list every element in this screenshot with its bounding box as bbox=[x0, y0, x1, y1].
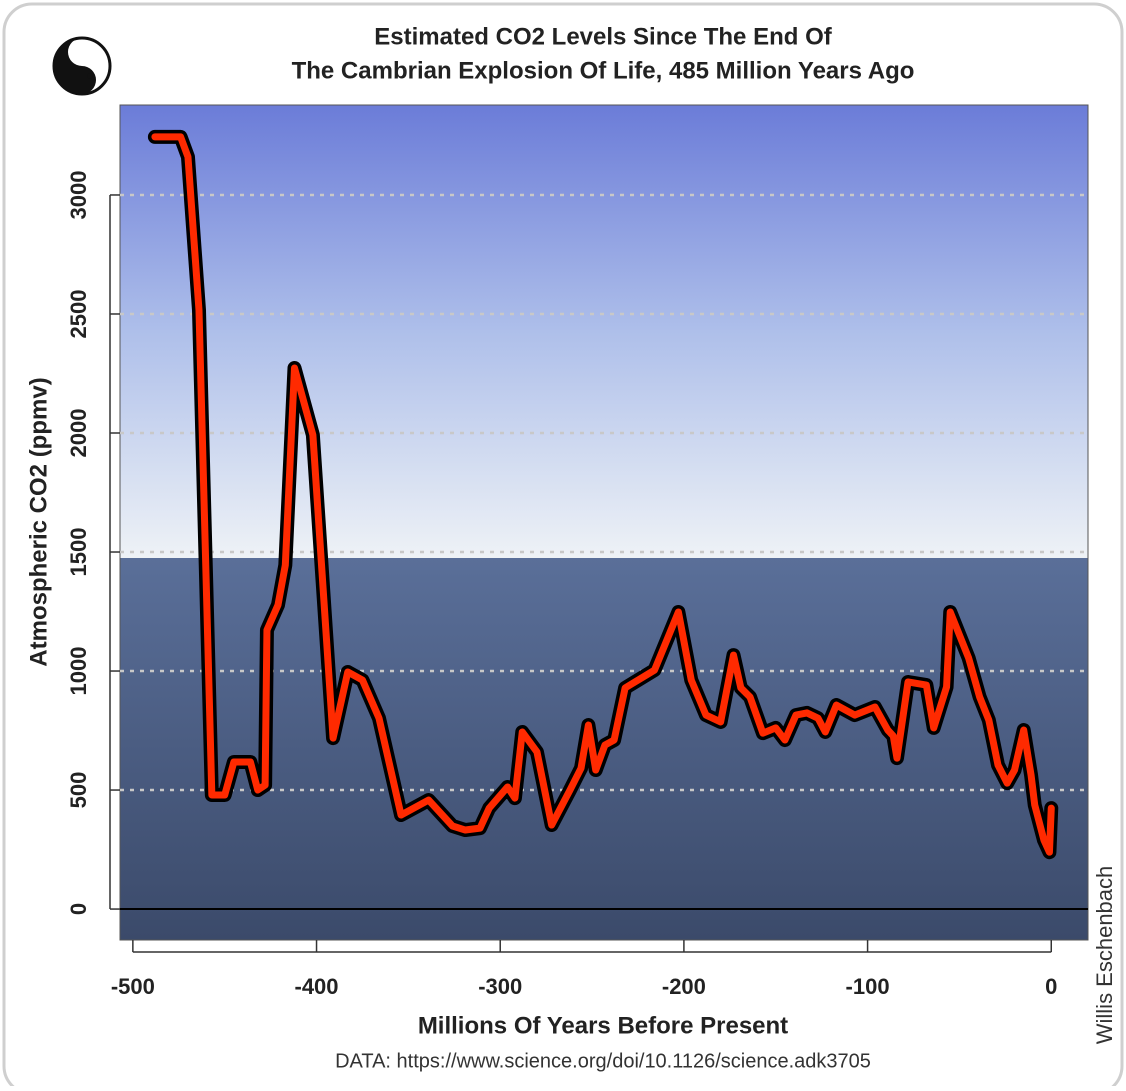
y-tick-label: 500 bbox=[66, 772, 91, 809]
logo bbox=[54, 38, 110, 94]
x-tick-label: -500 bbox=[111, 974, 155, 999]
chart: Estimated CO2 Levels Since The End Of Th… bbox=[0, 0, 1126, 1086]
x-tick-label: 0 bbox=[1045, 974, 1057, 999]
y-tick-label: 2000 bbox=[66, 409, 91, 458]
y-tick-label: 0 bbox=[66, 903, 91, 915]
chart-title: Estimated CO2 Levels Since The End Of bbox=[374, 23, 832, 50]
plot-background bbox=[120, 105, 1088, 940]
credit: Willis Eschenbach bbox=[1092, 866, 1117, 1045]
x-tick-label: -400 bbox=[295, 974, 339, 999]
x-tick-label: -100 bbox=[846, 974, 890, 999]
y-tick-label: 2500 bbox=[66, 290, 91, 339]
chart-title: The Cambrian Explosion Of Life, 485 Mill… bbox=[292, 57, 915, 84]
y-tick-label: 1500 bbox=[66, 528, 91, 577]
source-note: DATA: https://www.science.org/doi/10.112… bbox=[335, 1050, 871, 1072]
y-axis-label: Atmospheric CO2 (ppmv) bbox=[25, 377, 52, 666]
x-tick-label: -300 bbox=[478, 974, 522, 999]
y-tick-label: 1000 bbox=[66, 647, 91, 696]
y-tick-label: 3000 bbox=[66, 170, 91, 219]
x-axis-label: Millions Of Years Before Present bbox=[418, 1012, 788, 1039]
x-tick-label: -200 bbox=[662, 974, 706, 999]
